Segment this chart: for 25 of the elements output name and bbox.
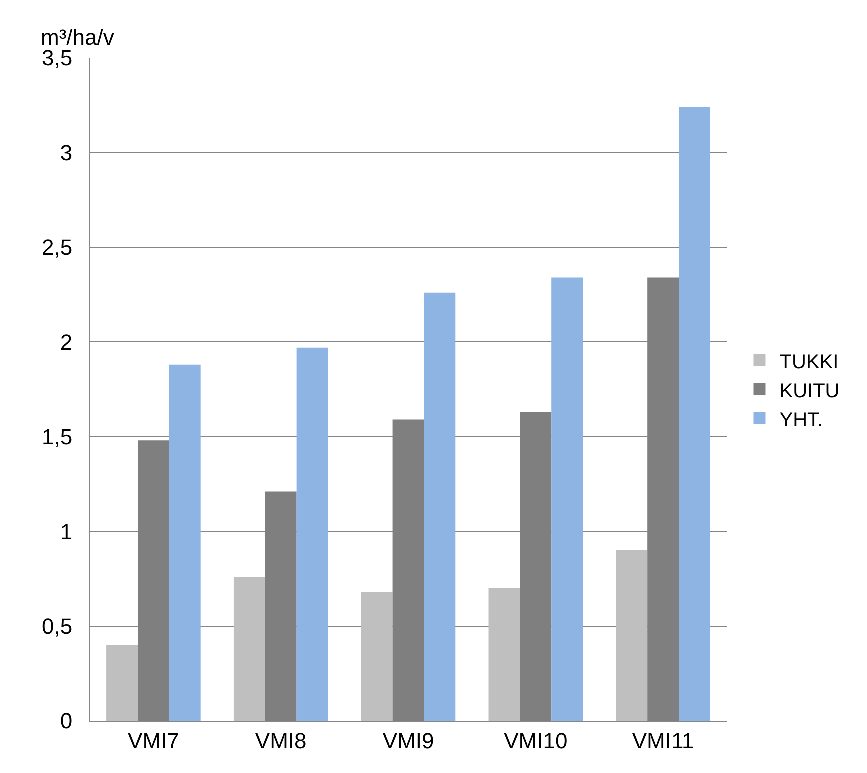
bar [296, 348, 328, 721]
legend-label: YHT. [780, 409, 824, 432]
y-tick-label: 3 [60, 140, 73, 166]
bar [169, 364, 201, 721]
bar [106, 645, 138, 721]
y-tick-label: 2,5 [42, 235, 73, 260]
bar [234, 577, 266, 721]
bar [361, 592, 393, 721]
y-tick-label: 0 [60, 708, 73, 734]
x-tick-label: VMI9 [382, 728, 434, 754]
bar [552, 278, 584, 721]
x-tick-label: VMI8 [255, 728, 307, 754]
y-tick-label: 2 [60, 330, 73, 355]
y-tick-label: 0,5 [42, 614, 73, 639]
legend-label: TUKKI [780, 351, 839, 374]
x-tick-label: VMI7 [128, 728, 180, 754]
bar [616, 550, 648, 721]
bar [679, 107, 710, 721]
y-tick-label: 1,5 [42, 424, 73, 450]
bar [424, 292, 456, 721]
x-tick-label: VMI10 [504, 728, 568, 754]
y-tick-label: 1 [60, 519, 73, 544]
x-tick-label: VMI11 [632, 728, 694, 754]
bar [488, 588, 520, 721]
legend-label: KUITU [780, 380, 840, 402]
